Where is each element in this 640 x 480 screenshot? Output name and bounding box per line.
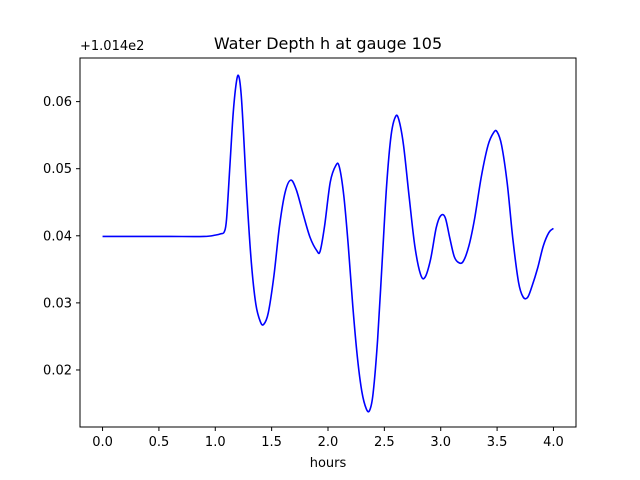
x-tick-label: 0.0 — [92, 435, 113, 450]
x-axis: 0.0 0.5 1.0 1.5 2.0 2.5 3.0 3.5 4.0 — [92, 427, 564, 450]
x-tick-label: 3.0 — [430, 435, 451, 450]
y-tick-label: 0.04 — [43, 229, 72, 244]
y-tick-label: 0.06 — [43, 95, 72, 110]
water-depth-line — [102, 74, 554, 413]
x-tick-label: 4.0 — [543, 435, 564, 450]
y-tick-label: 0.02 — [43, 363, 72, 378]
chart-title: Water Depth h at gauge 105 — [214, 34, 442, 53]
x-tick-label: 1.0 — [205, 435, 226, 450]
x-tick-label: 1.5 — [261, 435, 282, 450]
y-tick-label: 0.05 — [43, 162, 72, 177]
y-tick-label: 0.03 — [43, 296, 72, 311]
x-tick-label: 2.0 — [318, 435, 339, 450]
x-tick-label: 0.5 — [149, 435, 170, 450]
y-axis-offset-label: +1.014e2 — [80, 39, 144, 54]
x-tick-label: 3.5 — [487, 435, 508, 450]
x-tick-label: 2.5 — [374, 435, 395, 450]
y-axis: 0.02 0.03 0.04 0.05 0.06 — [43, 95, 80, 378]
x-axis-label: hours — [310, 456, 347, 471]
series-layer — [102, 74, 554, 413]
